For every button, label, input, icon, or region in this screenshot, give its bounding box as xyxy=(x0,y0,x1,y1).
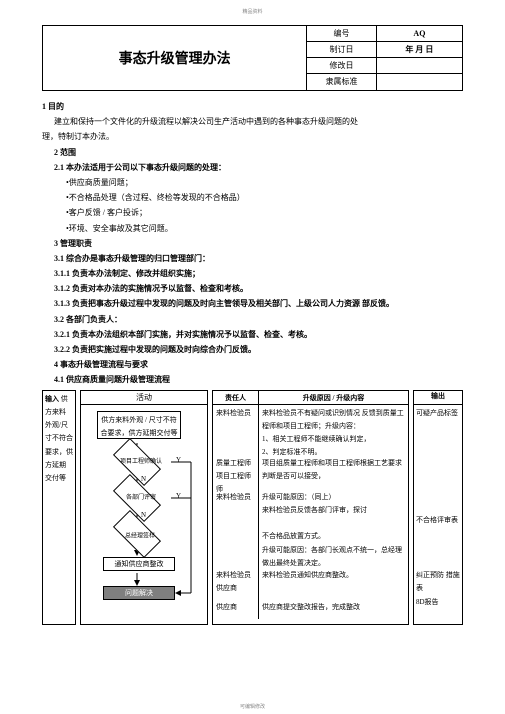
input-text: 供方来料 外观/尺 寸不符合 要求，供方延期 交付等 xyxy=(45,395,73,483)
s2-b2: •不合格品处理（含过程、终检等发现的不合格品） xyxy=(42,190,463,205)
output-column: 输出 可疑产品标签 不合格评审表 纠正预防 措施表 8D报告 xyxy=(413,390,463,625)
page: 事态升级管理办法 编号 AQ 制订日 年 月 日 修改日 隶属标准 1 目的 建… xyxy=(0,15,505,625)
r2-txt: 项目组质量工程师和项目工程师根据工艺要求判断是否可以接受， xyxy=(259,455,408,489)
flow-box-1: 供方来料外观 / 尺寸不符合要求，供方延期交付等 xyxy=(97,411,181,439)
flow-area: 输入 供方来料 外观/尺 寸不符合 要求，供方延期 交付等 活动 xyxy=(42,390,463,625)
r5-resp: 供应商 xyxy=(213,599,259,619)
meta-code-label: 编号 xyxy=(307,26,377,41)
page-footer-tiny: 可编辑修改 xyxy=(0,703,505,710)
flow-box-solve: 问题解决 xyxy=(103,586,175,600)
output-3: 纠正预防 措施表 8D报告 xyxy=(414,567,462,611)
r4-resp: 来料检验员 供应商 xyxy=(213,567,259,599)
output-2: 不合格评审表 xyxy=(414,512,462,529)
flow-y1: Y xyxy=(176,454,181,467)
s3-heading: 3 管理职责 xyxy=(42,236,463,251)
output-1: 可疑产品标签 xyxy=(414,405,462,422)
content: 1 目的 建立和保持一个文件化的升级流程以解决公司生产活动中遇到的各种事态升级问… xyxy=(42,91,463,625)
s1-p1: 建立和保持一个文件化的升级流程以解决公司生产活动中遇到的各种事态升级问题的处 xyxy=(42,114,463,129)
activity-column: 活动 供方来料外观 / 尺寸不符合要求，供方延期交付等 项目工程师确认 Y N xyxy=(80,390,208,625)
table-column: 责任人 升级原因 / 升级内容 来料检验员 来料检验员不有疑问或识别情况 反馈到… xyxy=(212,390,409,625)
s1-p2: 理，特制订本办法。 xyxy=(42,129,463,144)
th-resp: 责任人 xyxy=(213,391,259,405)
output-heading: 输出 xyxy=(414,391,462,405)
r3-resp: 来料检验员 xyxy=(213,489,259,567)
input-column: 输入 供方来料 外观/尺 寸不符合 要求，供方延期 交付等 xyxy=(42,390,76,625)
s3-l7: 3.2.2 负责把实施过程中发现的问题及时向综合办门反馈。 xyxy=(42,342,463,357)
th-reason: 升级原因 / 升级内容 xyxy=(259,391,408,405)
r2-resp: 质量工程师 项目工程师 师 xyxy=(213,455,259,489)
s3-l4: 3.1.3 负责把事态升级过程中发现的问题及时向主管领导及相关部门、上级公司人力… xyxy=(42,296,463,311)
s1-heading: 1 目的 xyxy=(42,99,463,114)
s2-b3: •客户反馈 / 客户投诉； xyxy=(42,205,463,220)
r4-txt: 来料检验员通知供应商整改。 xyxy=(259,567,408,599)
input-heading: 输入 xyxy=(45,395,59,403)
meta-std-label: 隶属标准 xyxy=(307,74,377,90)
s4-heading: 4 事态升级管理流程与要求 xyxy=(42,357,463,372)
s3-l3: 3.1.2 负责对本办法的实施情况予以监督、检查和考核。 xyxy=(42,281,463,296)
s2-b4: •环境、安全事故及其它问题。 xyxy=(42,221,463,236)
s3-l2: 3.1.1 负责本办法制定、修改并组织实施； xyxy=(42,266,463,281)
header-table: 事态升级管理办法 编号 AQ 制订日 年 月 日 修改日 隶属标准 xyxy=(42,25,463,91)
meta-date-val: 年 月 日 xyxy=(377,42,462,57)
page-header-tiny: 精品资料 xyxy=(0,0,505,15)
s3-l1: 3.1 综合办是事态升级管理的归口管理部门： xyxy=(42,251,463,266)
s2-p1: 2.1 本办法适用于公司以下事态升级问题的处理： xyxy=(42,160,463,175)
meta-column: 编号 AQ 制订日 年 月 日 修改日 隶属标准 xyxy=(307,26,462,90)
r3-txt: 升级可能原因：（同上） 来料检验员反馈各部门评审，探讨 不合格品放置方式。 升级… xyxy=(259,489,408,567)
meta-code-val: AQ xyxy=(377,26,462,41)
flow-n1: N xyxy=(141,473,146,486)
s3-l5: 3.2 各部门负责人： xyxy=(42,312,463,327)
doc-title: 事态升级管理办法 xyxy=(43,26,307,90)
flow-y2: Y xyxy=(176,490,181,503)
meta-rev-label: 修改日 xyxy=(307,58,377,73)
meta-date-label: 制订日 xyxy=(307,42,377,57)
s2-b1: •供应商质量问题； xyxy=(42,175,463,190)
activity-heading: 活动 xyxy=(81,391,207,405)
s4-sub: 4.1 供应商质量问题升级管理流程 xyxy=(42,372,463,387)
s2-heading: 2 范围 xyxy=(42,145,463,160)
r1-txt: 来料检验员不有疑问或识别情况 反馈到质量工程师和项目工程师；升级内容： 1、相关… xyxy=(259,405,408,455)
r5-txt: 供应商提交整改报告，完成整改 xyxy=(259,599,408,619)
s3-l6: 3.2.1 负责本办法组织本部门实施，并对实施情况予以监督、检查、考核。 xyxy=(42,327,463,342)
flow-n2: N xyxy=(141,509,146,522)
flow-box-notify: 通知供应商整改 xyxy=(103,557,175,571)
r1-resp: 来料检验员 xyxy=(213,405,259,455)
meta-rev-val xyxy=(377,58,462,73)
meta-std-val xyxy=(377,74,462,90)
